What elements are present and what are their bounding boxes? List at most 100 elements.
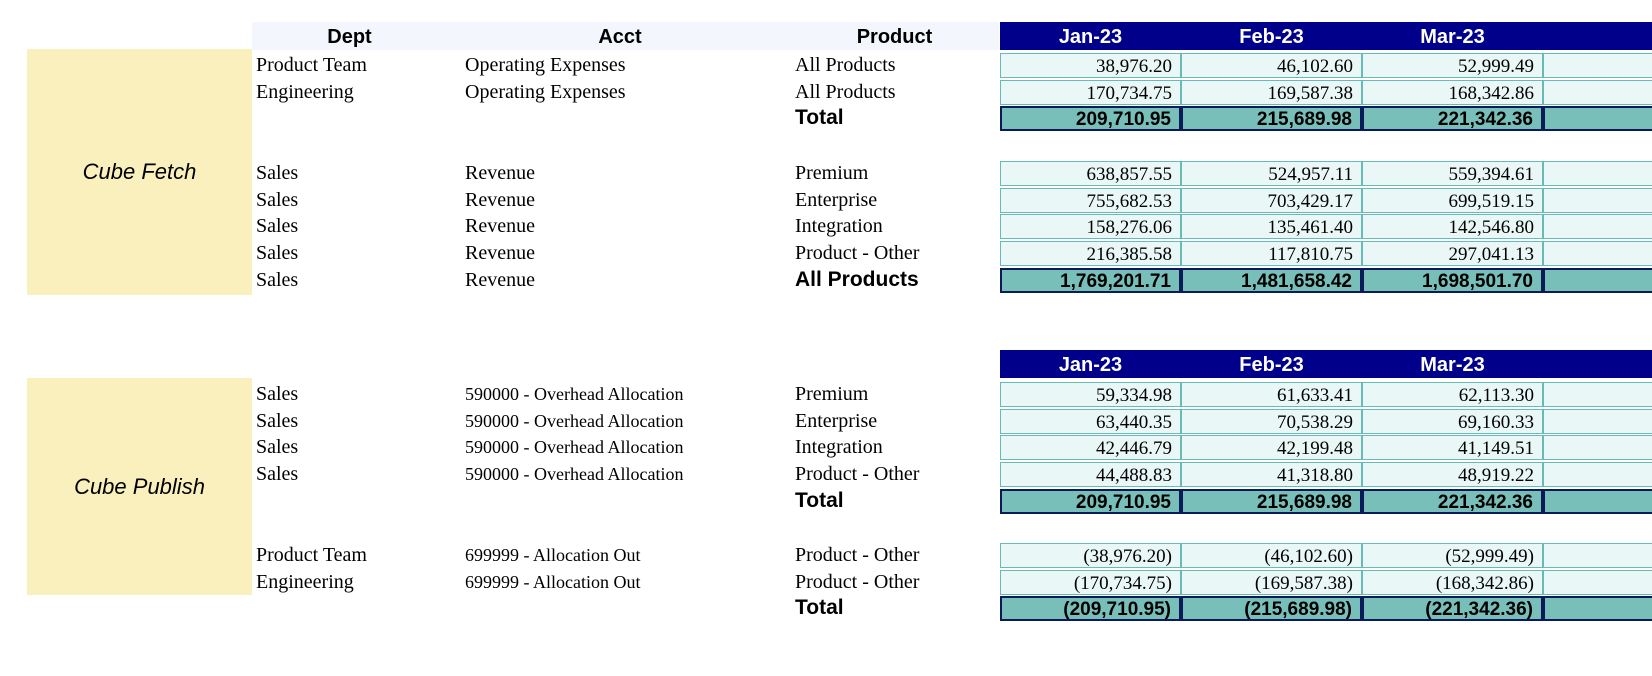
dept-cell[interactable]: Sales xyxy=(256,463,299,486)
value-cell[interactable]: (168,342.86) xyxy=(1362,569,1543,595)
value-cell-offscreen[interactable] xyxy=(1543,569,1652,595)
value-cell[interactable]: 70,538.29 xyxy=(1181,408,1362,434)
dept-cell[interactable]: Sales xyxy=(256,383,299,405)
product-cell[interactable]: Integration xyxy=(795,215,883,238)
value-cell[interactable]: 46,102.60 xyxy=(1181,53,1362,78)
value-cell[interactable]: 44,488.83 xyxy=(1000,462,1181,488)
total-value-cell[interactable]: 1,698,501.70 xyxy=(1362,267,1543,293)
value-cell-offscreen[interactable] xyxy=(1543,435,1652,461)
total-label[interactable]: All Products xyxy=(795,267,919,291)
value-cell[interactable]: (38,976.20) xyxy=(1000,543,1181,568)
value-cell[interactable]: (46,102.60) xyxy=(1181,543,1362,568)
value-cell[interactable]: 62,113.30 xyxy=(1362,382,1543,407)
acct-cell[interactable]: 699999 - Allocation Out xyxy=(465,571,641,592)
value-cell-offscreen[interactable] xyxy=(1543,106,1652,132)
value-cell-offscreen[interactable] xyxy=(1543,161,1652,186)
value-cell[interactable]: (52,999.49) xyxy=(1362,543,1543,568)
product-cell[interactable]: Product - Other xyxy=(795,242,920,265)
value-cell[interactable]: 42,199.48 xyxy=(1181,435,1362,461)
product-cell[interactable]: Premium xyxy=(795,383,869,405)
value-cell-offscreen[interactable] xyxy=(1543,408,1652,434)
value-cell[interactable]: 69,160.33 xyxy=(1362,408,1543,434)
value-cell[interactable]: 142,546.80 xyxy=(1362,214,1543,240)
product-cell[interactable]: All Products xyxy=(795,80,896,103)
acct-cell[interactable] xyxy=(465,105,785,131)
dept-cell[interactable]: Sales xyxy=(256,268,299,291)
acct-cell[interactable]: Operating Expenses xyxy=(465,80,626,103)
acct-cell[interactable]: 590000 - Overhead Allocation xyxy=(465,464,684,485)
total-label[interactable]: Total xyxy=(795,488,844,512)
value-cell[interactable]: 41,318.80 xyxy=(1181,462,1362,488)
total-label[interactable]: Total xyxy=(795,596,844,620)
total-value-cell[interactable]: (215,689.98) xyxy=(1181,596,1362,622)
dept-cell[interactable] xyxy=(256,105,456,131)
product-cell[interactable]: All Products xyxy=(795,54,896,76)
value-cell[interactable]: 168,342.86 xyxy=(1362,79,1543,105)
acct-cell[interactable]: 590000 - Overhead Allocation xyxy=(465,384,684,404)
column-header-dept[interactable]: Dept xyxy=(327,26,372,48)
month-header-2[interactable]: Mar-23 xyxy=(1420,354,1485,376)
column-header-product[interactable]: Product xyxy=(856,26,933,48)
month-header-1[interactable]: Feb-23 xyxy=(1239,354,1304,376)
acct-cell[interactable]: 590000 - Overhead Allocation xyxy=(465,437,684,458)
value-cell[interactable]: 135,461.40 xyxy=(1181,214,1362,240)
dept-cell[interactable]: Engineering xyxy=(256,80,354,103)
value-cell-offscreen[interactable] xyxy=(1543,462,1652,488)
value-cell[interactable]: (169,587.38) xyxy=(1181,569,1362,595)
value-cell[interactable]: 703,429.17 xyxy=(1181,187,1362,213)
product-cell[interactable]: Product - Other xyxy=(795,463,920,486)
month-header-0[interactable]: Jan-23 xyxy=(1058,26,1123,48)
dept-cell[interactable]: Product Team xyxy=(256,54,367,76)
value-cell[interactable]: 61,633.41 xyxy=(1181,382,1362,407)
product-cell[interactable]: Enterprise xyxy=(795,188,878,211)
acct-cell[interactable]: Revenue xyxy=(465,242,535,265)
dept-cell[interactable]: Engineering xyxy=(256,570,354,593)
value-cell[interactable]: (170,734.75) xyxy=(1000,569,1181,595)
acct-cell[interactable]: 699999 - Allocation Out xyxy=(465,545,641,565)
acct-cell[interactable]: Revenue xyxy=(465,215,535,238)
value-cell-offscreen[interactable] xyxy=(1543,596,1652,622)
value-cell-offscreen[interactable] xyxy=(1543,543,1652,568)
total-value-cell[interactable]: 209,710.95 xyxy=(1000,488,1181,514)
value-cell[interactable]: 41,149.51 xyxy=(1362,435,1543,461)
dept-cell[interactable]: Product Team xyxy=(256,544,367,566)
value-cell-offscreen[interactable] xyxy=(1543,79,1652,105)
acct-cell[interactable]: 590000 - Overhead Allocation xyxy=(465,410,684,431)
value-cell[interactable]: 169,587.38 xyxy=(1181,79,1362,105)
value-cell-offscreen[interactable] xyxy=(1543,267,1652,293)
acct-cell[interactable]: Operating Expenses xyxy=(465,54,626,76)
dept-cell[interactable]: Sales xyxy=(256,215,299,238)
value-cell-offscreen[interactable] xyxy=(1543,187,1652,213)
month-header-1[interactable]: Feb-23 xyxy=(1239,26,1304,48)
acct-cell[interactable] xyxy=(465,595,785,621)
total-value-cell[interactable]: 1,481,658.42 xyxy=(1181,267,1362,293)
total-value-cell[interactable]: (209,710.95) xyxy=(1000,596,1181,622)
total-value-cell[interactable]: 215,689.98 xyxy=(1181,488,1362,514)
value-cell[interactable]: 699,519.15 xyxy=(1362,187,1543,213)
value-cell[interactable]: 158,276.06 xyxy=(1000,214,1181,240)
dept-cell[interactable] xyxy=(256,595,456,621)
acct-cell[interactable]: Revenue xyxy=(465,162,535,184)
total-value-cell[interactable]: 209,710.95 xyxy=(1000,106,1181,132)
dept-cell[interactable]: Sales xyxy=(256,162,299,184)
value-cell-offscreen[interactable] xyxy=(1543,241,1652,267)
value-cell-offscreen[interactable] xyxy=(1543,53,1652,78)
total-value-cell[interactable]: 215,689.98 xyxy=(1181,106,1362,132)
product-cell[interactable]: Premium xyxy=(795,162,869,184)
acct-cell[interactable]: Revenue xyxy=(465,188,535,211)
product-cell[interactable]: Product - Other xyxy=(795,544,920,566)
value-cell[interactable]: 63,440.35 xyxy=(1000,408,1181,434)
value-cell[interactable]: 559,394.61 xyxy=(1362,161,1543,186)
acct-cell[interactable]: Revenue xyxy=(465,268,535,291)
product-cell[interactable]: Product - Other xyxy=(795,570,920,593)
total-value-cell[interactable]: (221,342.36) xyxy=(1362,596,1543,622)
value-cell[interactable]: 297,041.13 xyxy=(1362,241,1543,267)
value-cell[interactable]: 638,857.55 xyxy=(1000,161,1181,186)
dept-cell[interactable]: Sales xyxy=(256,242,299,265)
value-cell[interactable]: 524,957.11 xyxy=(1181,161,1362,186)
total-value-cell[interactable]: 221,342.36 xyxy=(1362,488,1543,514)
value-cell[interactable]: 755,682.53 xyxy=(1000,187,1181,213)
value-cell[interactable]: 117,810.75 xyxy=(1181,241,1362,267)
product-cell[interactable]: Enterprise xyxy=(795,409,878,432)
dept-cell[interactable] xyxy=(256,488,456,514)
